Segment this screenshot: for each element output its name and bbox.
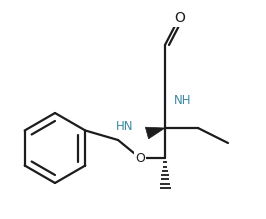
Text: O: O	[135, 152, 145, 164]
Text: NH: NH	[174, 94, 192, 106]
Polygon shape	[146, 127, 165, 139]
Text: O: O	[174, 11, 185, 25]
Text: HN: HN	[116, 120, 134, 132]
